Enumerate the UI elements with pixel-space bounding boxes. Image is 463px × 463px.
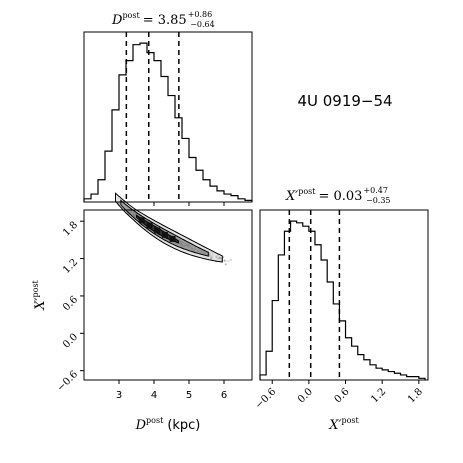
density-point	[112, 193, 114, 195]
joint-xtick-label-1: 3	[116, 390, 122, 401]
density-point	[227, 260, 231, 263]
joint-ytick-label-5: 1.8	[61, 220, 80, 239]
d-title-err-up: +0.86	[188, 10, 213, 19]
density-point	[226, 260, 229, 263]
joint-ylabel-var: X′	[33, 297, 48, 310]
density-point	[109, 192, 111, 194]
density-peak-cell	[161, 231, 168, 238]
density-point	[112, 198, 114, 200]
density-point	[224, 263, 227, 266]
d-title-eq: = 3.85	[143, 13, 187, 28]
density-peak-cell	[146, 222, 153, 229]
x-xlabel-sup: post	[341, 416, 359, 425]
x-histogram-xlabel: X′post	[328, 416, 359, 433]
marks-layer: −0.6 0.0 0.6 1.2 1.8 3 4 5 6 −0.6 0.0 0.6 1.2 1.8	[55, 32, 426, 411]
source-label: 4U 0919−54	[297, 92, 392, 110]
density-peak-cell	[138, 217, 145, 224]
density-point	[110, 195, 112, 197]
panel-d-histogram-frame	[83, 31, 253, 203]
density-point	[110, 194, 112, 196]
joint-ytick-label-3: 0.6	[61, 294, 80, 313]
x-title-err-down: −0.35	[366, 196, 391, 205]
x-hist-xtick-label-4: 1.2	[369, 386, 388, 405]
joint-xlabel-var: D	[135, 418, 147, 433]
density-point	[229, 258, 232, 261]
density-point	[223, 259, 226, 262]
density-point	[223, 259, 226, 262]
joint-ylabel: X′post	[31, 279, 48, 310]
density-point	[223, 259, 226, 262]
d-title-var: D	[111, 13, 123, 28]
joint-xtick-label-3: 5	[186, 390, 192, 401]
panel-joint-frame	[83, 209, 253, 381]
density-point	[113, 195, 115, 197]
joint-ytick-label-2: 0.0	[61, 332, 80, 351]
x-xlabel-var: X′	[328, 418, 341, 433]
x-title-sup: post	[298, 187, 316, 196]
joint-ytick-label-4: 1.2	[61, 257, 80, 276]
x-title-err-up: +0.47	[363, 186, 388, 195]
x-hist-xtick-label-1: −0.6	[253, 386, 278, 411]
joint-xlabel: Dpost (kpc)	[135, 416, 201, 433]
density-point	[111, 189, 113, 191]
density-point	[113, 195, 115, 197]
x-histogram-steps	[259, 220, 426, 380]
x-histogram-title: X′post = 0.03+0.47 −0.35	[285, 186, 391, 205]
d-title-sup: post	[122, 11, 140, 20]
density-point	[113, 195, 115, 197]
density-point	[223, 259, 226, 262]
joint-ytick-label-1: −0.6	[55, 369, 80, 394]
density-point	[224, 263, 227, 266]
density-peak-cell	[169, 235, 176, 242]
d-histogram-title: Dpost = 3.85+0.86 −0.64	[111, 10, 215, 29]
x-hist-xtick-label-5: 1.8	[406, 386, 425, 405]
density-point	[110, 189, 112, 191]
density-point	[110, 195, 112, 197]
density-point	[110, 194, 112, 196]
contour-middle	[120, 199, 209, 257]
contour-outer	[115, 192, 223, 263]
density-point	[110, 194, 112, 196]
joint-xtick-label-2: 4	[151, 390, 157, 401]
x-hist-xtick-label-3: 0.6	[333, 386, 352, 405]
density-peak-cell	[154, 227, 161, 234]
x-hist-xtick-label-2: 0.0	[296, 386, 315, 405]
panel-x-histogram-frame	[259, 209, 429, 381]
joint-xlabel-unit: (kpc)	[167, 418, 200, 433]
x-title-eq: = 0.03	[318, 189, 362, 204]
x-title-var: X′	[285, 189, 298, 204]
density-point	[224, 263, 227, 266]
joint-xtick-label-4: 6	[221, 390, 227, 401]
d-histogram-steps	[83, 42, 253, 202]
joint-xlabel-sup: post	[146, 416, 164, 425]
density-point	[110, 195, 112, 197]
density-point	[109, 192, 111, 194]
joint-ylabel-sup: post	[31, 279, 40, 297]
density-point	[229, 258, 232, 261]
d-title-err-down: −0.64	[190, 20, 215, 29]
density-point	[109, 192, 111, 194]
